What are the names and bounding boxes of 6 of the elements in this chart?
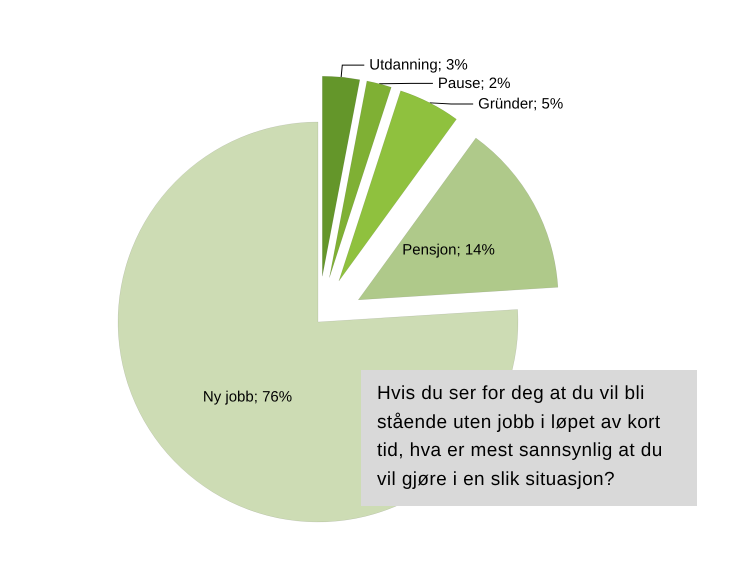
- slice-label: Pensjon; 14%: [402, 242, 495, 259]
- slice-label: Pause; 2%: [438, 74, 510, 92]
- slice-label: Utdanning; 3%: [369, 56, 468, 74]
- slice-label: Ny jobb; 76%: [202, 388, 292, 406]
- slice-label: Gründer; 5%: [478, 95, 564, 112]
- text: Hvis du ser for deg at du vil bli stående uten jobb i løpet av kort tid, hva er mest sannsynlig at du vil gjøre i en slik situasjon?: [361, 370, 697, 506]
